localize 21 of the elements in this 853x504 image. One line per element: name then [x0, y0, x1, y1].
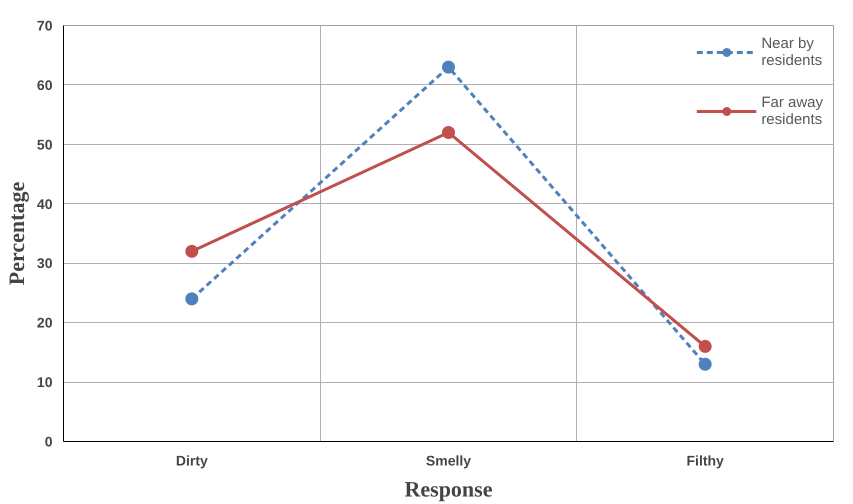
point [442, 60, 455, 74]
point [698, 358, 712, 371]
y-tick-label: 0 [44, 434, 53, 450]
point [442, 126, 455, 139]
y-tick-label: 20 [36, 314, 53, 331]
y-tick-label: 70 [36, 18, 53, 34]
y-tick-label: 30 [36, 255, 53, 272]
x-tick-label: Dirty [176, 452, 208, 468]
x-tick-label: Smelly [426, 452, 472, 468]
point [185, 244, 198, 258]
y-axis-title: Percentage [4, 182, 29, 286]
x-tick-label: Filthy [686, 452, 724, 468]
y-tick-label: 40 [36, 196, 53, 212]
y-tick-label: 60 [36, 76, 53, 93]
point [698, 340, 712, 353]
y-tick-label: 10 [36, 374, 53, 390]
y-tick-label: 50 [36, 136, 53, 152]
x-axis-title: Response [404, 476, 493, 502]
point [185, 292, 198, 306]
legend-label: Near by residents [761, 35, 822, 69]
legend-label: Far away residents [761, 94, 823, 128]
